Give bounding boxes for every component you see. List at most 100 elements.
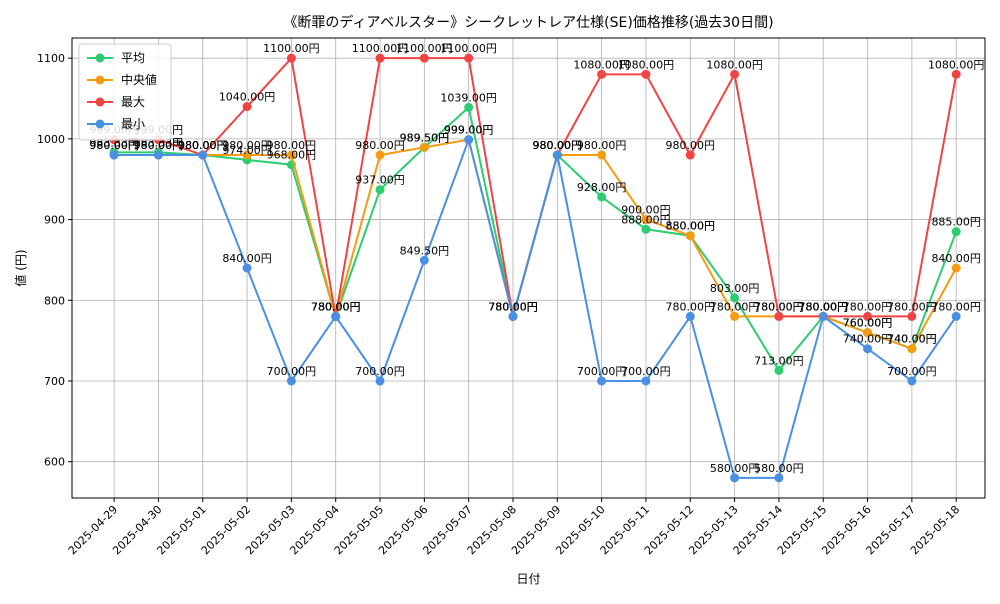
data-label: 780.00円 <box>798 300 848 313</box>
data-point <box>552 150 562 160</box>
data-point <box>286 150 296 160</box>
data-label: 980.00円 <box>134 139 184 152</box>
data-label: 989.50円 <box>400 131 450 144</box>
data-point <box>730 311 740 321</box>
data-label: 980.00円 <box>666 139 716 152</box>
data-point <box>641 224 651 234</box>
data-label: 1080.00円 <box>706 58 763 71</box>
data-label: 1100.00円 <box>352 42 409 55</box>
data-label: 980.00円 <box>533 139 583 152</box>
plot-area-frame <box>71 37 986 499</box>
data-label: 580.00円 <box>710 462 760 475</box>
data-label: 840.00円 <box>931 252 981 265</box>
data-point <box>730 473 740 483</box>
y-tick-label: 700 <box>44 375 65 388</box>
legend-label: 平均 <box>121 51 145 65</box>
data-label: 780.00円 <box>311 300 361 313</box>
data-label: 1080.00円 <box>928 58 985 71</box>
data-point <box>907 311 917 321</box>
data-point <box>863 344 873 354</box>
data-label: 700.00円 <box>577 365 627 378</box>
data-label: 880.00円 <box>666 220 716 233</box>
data-point <box>685 150 695 160</box>
data-point <box>419 53 429 63</box>
data-label: 700.00円 <box>267 365 317 378</box>
data-point <box>641 215 651 225</box>
x-axis-ticks: 2025-04-292025-04-302025-05-012025-05-02… <box>66 498 962 557</box>
data-point <box>286 376 296 386</box>
data-label: 980.00円 <box>178 139 228 152</box>
data-point <box>597 150 607 160</box>
data-label: 980.00円 <box>222 139 272 152</box>
data-label: 700.00円 <box>887 365 937 378</box>
data-label: 780.00円 <box>311 300 361 313</box>
data-label: 840.00円 <box>222 252 272 265</box>
y-tick-label: 900 <box>44 214 65 227</box>
series-lines <box>109 53 961 483</box>
data-label: 849.50円 <box>400 244 450 257</box>
data-label: 580.00円 <box>754 462 804 475</box>
data-label: 780.00円 <box>798 300 848 313</box>
data-point <box>685 311 695 321</box>
data-label: 980.00円 <box>178 139 228 152</box>
data-point <box>774 311 784 321</box>
data-point <box>951 69 961 79</box>
data-label: 740.00円 <box>887 333 937 346</box>
y-tick-label: 600 <box>44 456 65 469</box>
data-point <box>641 376 651 386</box>
data-label: 980.00円 <box>89 139 139 152</box>
data-label: 780.00円 <box>488 300 538 313</box>
data-point <box>375 53 385 63</box>
data-labels: 983.33円983.33円980.00円974.00円968.00円780.0… <box>89 42 984 475</box>
data-point <box>951 227 961 237</box>
data-point <box>730 69 740 79</box>
data-point <box>730 293 740 303</box>
data-label: 980.00円 <box>178 139 228 152</box>
data-point <box>198 150 208 160</box>
data-point <box>419 255 429 265</box>
data-point <box>153 150 163 160</box>
data-point <box>951 311 961 321</box>
data-point <box>286 53 296 63</box>
data-label: 980.00円 <box>355 139 405 152</box>
data-point <box>375 150 385 160</box>
series-3 <box>109 135 961 483</box>
data-point <box>907 344 917 354</box>
data-point <box>464 135 474 145</box>
data-label: 803.00円 <box>710 282 760 295</box>
data-point <box>508 311 518 321</box>
legend-marker <box>95 119 105 129</box>
data-point <box>419 142 429 152</box>
y-tick-label: 1000 <box>37 133 65 146</box>
data-label: 780.00円 <box>488 300 538 313</box>
y-tick-label: 800 <box>44 294 65 307</box>
data-label: 1080.00円 <box>573 58 630 71</box>
data-point <box>685 231 695 241</box>
legend-box <box>78 43 172 141</box>
data-label: 780.00円 <box>887 300 937 313</box>
data-label: 928.00円 <box>577 181 627 194</box>
data-point <box>597 376 607 386</box>
chart-title: 《断罪のディアベルスター》シークレットレア仕様(SE)価格推移(過去30日間) <box>283 14 773 31</box>
data-point <box>774 365 784 375</box>
data-point <box>951 263 961 273</box>
data-label: 1100.00円 <box>396 42 453 55</box>
data-label: 968.00円 <box>267 149 317 162</box>
data-label: 780.00円 <box>311 300 361 313</box>
data-label: 980.00円 <box>533 139 583 152</box>
data-point <box>242 263 252 273</box>
y-axis-title: 値 (円) <box>13 249 28 286</box>
y-tick-label: 1100 <box>37 52 65 65</box>
data-label: 980.00円 <box>267 139 317 152</box>
data-label: 880.00円 <box>666 220 716 233</box>
legend-marker <box>95 75 105 85</box>
y-axis-ticks: 600 700 800 900 1000 1100 <box>37 52 72 469</box>
grid-lines <box>72 38 985 498</box>
data-point <box>109 150 119 160</box>
data-point <box>464 102 474 112</box>
data-label: 980.00円 <box>134 139 184 152</box>
data-label: 780.00円 <box>488 300 538 313</box>
data-label: 1100.00円 <box>263 42 320 55</box>
